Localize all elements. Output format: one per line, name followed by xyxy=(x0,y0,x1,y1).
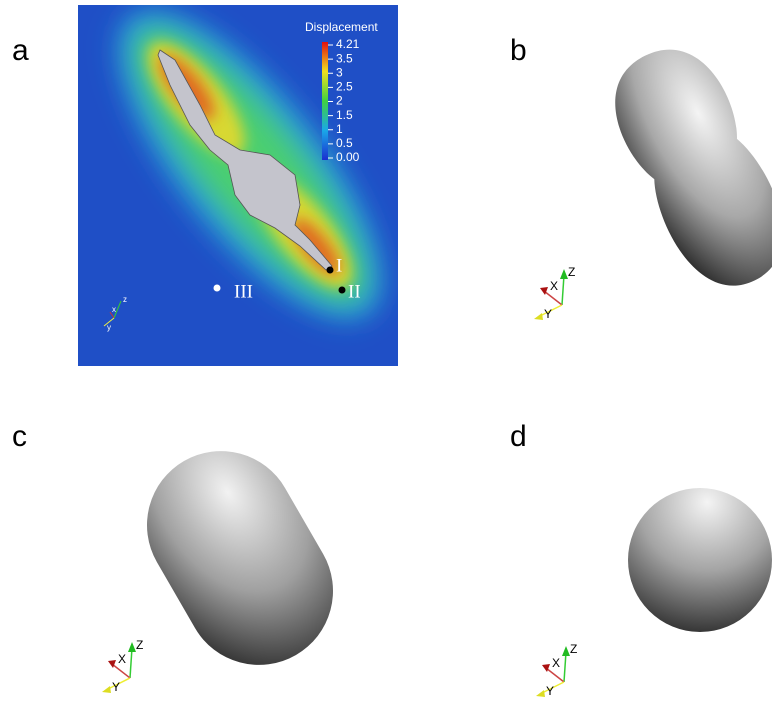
point-marker xyxy=(339,287,346,294)
cell-shape xyxy=(595,31,772,305)
point-label: III xyxy=(234,281,253,302)
axis-triad: ZXY xyxy=(102,638,143,694)
panel-label: c xyxy=(12,420,27,453)
colorbar-label: 1 xyxy=(336,122,343,136)
panel-label: a xyxy=(12,34,29,67)
axis-label: Y xyxy=(544,307,552,321)
axis-line xyxy=(562,275,564,305)
colorbar-label: 3 xyxy=(336,65,343,79)
axis-arrow xyxy=(562,646,570,656)
axis-label: z xyxy=(123,295,127,304)
point-marker xyxy=(327,267,334,274)
point-marker xyxy=(214,285,221,292)
axis-label: X xyxy=(552,656,560,670)
axis-label: X xyxy=(118,652,126,666)
colorbar xyxy=(322,42,328,160)
colorbar-title: Displacement xyxy=(305,20,378,34)
displacement-map xyxy=(76,0,424,366)
colorbar-label: 0.00 xyxy=(336,150,360,164)
axis-label: X xyxy=(550,279,558,293)
axis-line xyxy=(130,648,132,678)
panel-label: b xyxy=(510,34,527,67)
axis-arrow xyxy=(102,686,111,693)
colorbar-label: 2 xyxy=(336,94,343,108)
colorbar-label: 2.5 xyxy=(336,80,353,94)
panel-label: d xyxy=(510,420,527,453)
axis-arrow xyxy=(128,642,136,652)
point-label: II xyxy=(348,281,361,302)
axis-label: Y xyxy=(546,684,554,698)
cell-shape xyxy=(120,424,360,692)
axis-label: Z xyxy=(136,638,143,652)
axis-label: y xyxy=(107,323,111,332)
axis-triad: ZXY xyxy=(534,265,575,321)
point-label: I xyxy=(336,255,342,276)
axis-line xyxy=(564,652,566,682)
axis-label: Z xyxy=(568,265,575,279)
colorbar-label: 0.5 xyxy=(336,136,353,150)
colorbar-label: 4.21 xyxy=(336,37,360,51)
axis-arrow xyxy=(534,313,543,320)
axis-triad: ZXY xyxy=(536,642,577,698)
axis-arrow xyxy=(536,690,545,697)
axis-arrow xyxy=(560,269,568,279)
axis-label: x xyxy=(112,305,116,314)
axis-label: Z xyxy=(570,642,577,656)
figure: a b c d Displacement 4.213.532.521.510.5… xyxy=(0,0,772,715)
axis-label: Y xyxy=(112,680,120,694)
colorbar-label: 1.5 xyxy=(336,108,353,122)
cell-shape xyxy=(628,488,772,632)
colorbar-label: 3.5 xyxy=(336,51,353,65)
